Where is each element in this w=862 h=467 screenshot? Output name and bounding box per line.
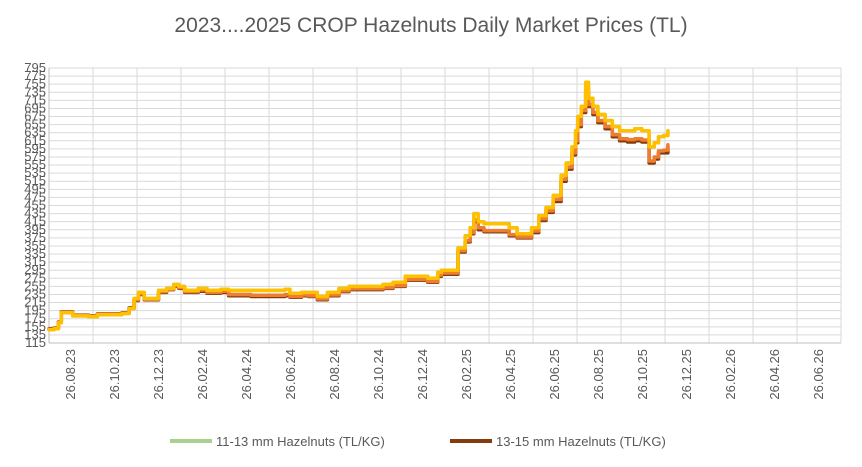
- legend-swatch-13-15mm: [450, 439, 492, 444]
- series-lines: [47, 80, 670, 332]
- x-axis-ticks: 26.08.23 26.10.23 26.12.23 26.02.24 26.04.24…: [63, 349, 826, 400]
- series-line-3: [47, 80, 670, 332]
- x-tick-label: 26.10.24: [371, 349, 386, 400]
- legend: 11-13 mm Hazelnuts (TL/KG) 13-15 mm Haze…: [0, 434, 862, 452]
- y-tick-label: 155: [24, 319, 46, 334]
- y-tick-label: 435: [24, 206, 46, 221]
- y-axis-ticks: 1151351551751952152352552752953153353553…: [24, 60, 46, 350]
- legend-label-11-13mm: 11-13 mm Hazelnuts (TL/KG): [216, 434, 385, 449]
- legend-item-13-15mm: 13-15 mm Hazelnuts (TL/KG): [450, 434, 666, 449]
- y-tick-label: 175: [24, 311, 46, 326]
- y-tick-label: 575: [24, 149, 46, 164]
- grid: [48, 67, 842, 344]
- y-tick-label: 415: [24, 214, 46, 229]
- y-tick-label: 375: [24, 230, 46, 245]
- x-tick-label: 26.10.23: [107, 349, 122, 400]
- y-tick-label: 255: [24, 278, 46, 293]
- x-tick-label: 26.08.23: [63, 349, 78, 400]
- x-tick-label: 26.08.24: [327, 349, 342, 400]
- x-tick-label: 26.02.25: [459, 349, 474, 400]
- x-tick-label: 26.10.25: [635, 349, 650, 400]
- x-tick-label: 26.02.24: [195, 349, 210, 400]
- legend-item-11-13mm: 11-13 mm Hazelnuts (TL/KG): [170, 434, 385, 449]
- y-tick-label: 635: [24, 125, 46, 140]
- y-tick-label: 715: [24, 92, 46, 107]
- y-tick-label: 395: [24, 222, 46, 237]
- x-tick-label: 26.04.25: [503, 349, 518, 400]
- y-tick-label: 515: [24, 173, 46, 188]
- y-tick-label: 675: [24, 109, 46, 124]
- y-tick-label: 535: [24, 165, 46, 180]
- legend-label-13-15mm: 13-15 mm Hazelnuts (TL/KG): [496, 434, 666, 449]
- y-tick-label: 355: [24, 238, 46, 253]
- y-tick-label: 315: [24, 254, 46, 269]
- x-tick-label: 26.12.23: [151, 349, 166, 400]
- x-tick-label: 26.12.25: [679, 349, 694, 400]
- y-tick-label: 595: [24, 141, 46, 156]
- x-tick-label: 26.04.24: [239, 349, 254, 400]
- y-tick-label: 775: [24, 68, 46, 83]
- x-tick-label: 26.06.26: [811, 349, 826, 400]
- x-tick-label: 26.12.24: [415, 349, 430, 400]
- x-tick-label: 26.08.25: [591, 349, 606, 400]
- y-tick-label: 335: [24, 246, 46, 261]
- y-tick-label: 615: [24, 133, 46, 148]
- y-tick-label: 275: [24, 270, 46, 285]
- y-tick-label: 735: [24, 84, 46, 99]
- x-tick-label: 26.04.26: [767, 349, 782, 400]
- y-tick-label: 455: [24, 198, 46, 213]
- y-tick-label: 655: [24, 117, 46, 132]
- y-tick-label: 135: [24, 327, 46, 342]
- y-tick-label: 555: [24, 157, 46, 172]
- x-tick-label: 26.06.24: [283, 349, 298, 400]
- y-tick-label: 755: [24, 76, 46, 91]
- y-tick-label: 195: [24, 303, 46, 318]
- x-tick-label: 26.06.25: [547, 349, 562, 400]
- y-tick-label: 695: [24, 100, 46, 115]
- y-tick-label: 495: [24, 181, 46, 196]
- y-tick-label: 475: [24, 189, 46, 204]
- chart-title: 2023....2025 CROP Hazelnuts Daily Market…: [174, 14, 688, 37]
- legend-swatch-11-13mm: [170, 439, 212, 444]
- y-tick-label: 215: [24, 295, 46, 310]
- y-tick-label: 115: [25, 335, 46, 350]
- x-tick-label: 26.02.26: [723, 349, 738, 400]
- y-tick-label: 235: [24, 286, 46, 301]
- y-tick-label: 795: [24, 60, 46, 75]
- y-tick-label: 295: [24, 262, 46, 277]
